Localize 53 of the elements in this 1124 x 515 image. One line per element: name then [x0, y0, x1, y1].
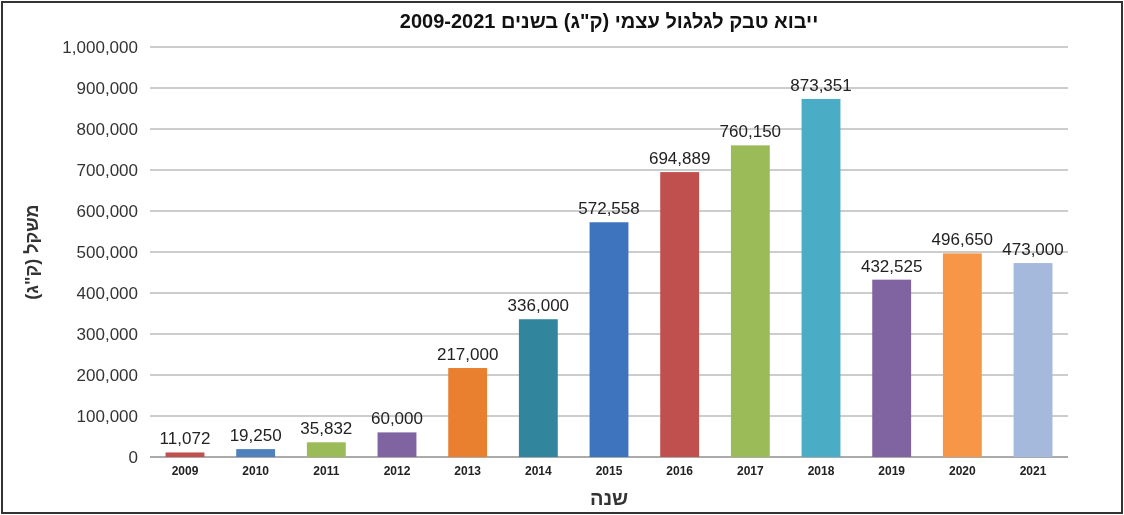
- x-tick-label: 2013: [454, 464, 482, 478]
- chart-title: ייבוא טבק לגלגול עצמי (ק"ג) בשנים 2009-2021: [399, 10, 819, 32]
- y-tick-label: 100,000: [76, 406, 138, 426]
- bar: [942, 253, 982, 457]
- data-label: 694,889: [648, 149, 711, 169]
- x-tick-label: 2018: [807, 464, 835, 478]
- x-tick-label: 2021: [1019, 464, 1047, 478]
- data-label: 60,000: [370, 409, 423, 429]
- data-label: 217,000: [436, 345, 499, 365]
- bar: [660, 172, 700, 457]
- x-tick-label: 2019: [878, 464, 906, 478]
- x-tick-label: 2020: [949, 464, 977, 478]
- x-tick-label: 2012: [383, 464, 411, 478]
- x-tick-label: 2017: [736, 464, 765, 478]
- y-tick-label: 0: [128, 447, 138, 467]
- bar: [730, 145, 770, 457]
- x-tick-label: 2011: [313, 464, 340, 478]
- y-axis-title: משקל (ק"ג): [22, 204, 42, 300]
- bar: [589, 222, 629, 457]
- x-tick-label: 2010: [242, 464, 270, 478]
- bar: [518, 319, 558, 457]
- y-tick-label: 900,000: [76, 78, 138, 98]
- bar: [872, 279, 912, 457]
- data-label: 473,000: [1002, 240, 1064, 260]
- bar: [801, 98, 841, 457]
- x-tick-label: 2009: [171, 464, 199, 478]
- y-tick-label: 400,000: [76, 283, 138, 303]
- data-label: 760,150: [719, 122, 782, 142]
- bar: [377, 432, 417, 457]
- y-tick-label: 500,000: [76, 242, 138, 262]
- data-label: 35,832: [300, 419, 353, 439]
- y-tick-label: 600,000: [76, 201, 138, 221]
- bar: [306, 442, 346, 457]
- data-label: 496,650: [931, 230, 994, 250]
- data-label: 19,250: [229, 426, 282, 446]
- bar: [236, 449, 276, 457]
- y-tick-label: 1,000,000: [62, 37, 138, 57]
- data-label: 432,525: [860, 256, 923, 276]
- x-tick-label: 2016: [666, 464, 694, 478]
- y-tick-label: 700,000: [76, 160, 138, 180]
- bar: [448, 368, 488, 457]
- x-axis-title: שנה: [589, 487, 629, 509]
- x-tick-label: 2014: [524, 464, 552, 478]
- x-tick-label: 2015: [595, 464, 623, 478]
- bar: [165, 452, 205, 457]
- y-tick-label: 800,000: [76, 119, 138, 139]
- data-label: 572,558: [578, 199, 640, 219]
- y-tick-label: 200,000: [76, 365, 138, 385]
- bar: [1013, 263, 1053, 457]
- y-tick-label: 300,000: [76, 324, 138, 344]
- data-label: 336,000: [507, 296, 570, 316]
- data-label: 11,072: [159, 429, 211, 449]
- data-label: 873,351: [790, 75, 852, 95]
